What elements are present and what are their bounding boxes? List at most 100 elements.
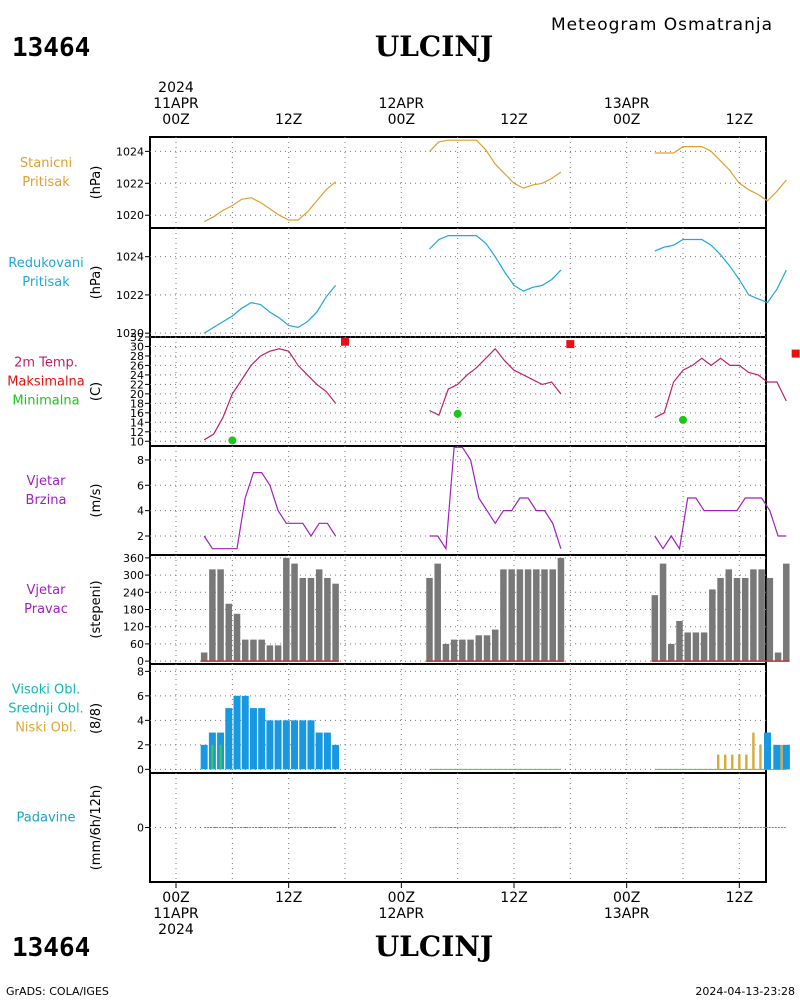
top-time-label: 13APR [604, 96, 650, 112]
cloud-bar-low [724, 754, 727, 770]
y-axis-label: (C) [89, 382, 104, 401]
cloud-bar-low [752, 732, 755, 770]
wind-direction-bar [483, 635, 491, 662]
wind-direction-bar [774, 652, 782, 662]
wind-direction-bar [516, 569, 524, 662]
y-tick-label: 12 [130, 426, 144, 439]
cloud-bar-high [291, 720, 299, 770]
cloud-bar-high [241, 695, 249, 770]
wind-direction-bar [250, 639, 257, 662]
panel-wind_direction: 0 60 120 180 240 300 360 (stepeni) Vjetar Pravac [24, 552, 790, 668]
y-tick-label: 18 [130, 397, 144, 410]
panel-clouds: 0 2 4 6 8 (8/8) Visoki Obl. Srednji Obl. Niski O… [8, 663, 790, 776]
wind-direction-bar [299, 577, 306, 662]
cloud-bar-high [764, 732, 771, 770]
cloud-bar-high [773, 744, 781, 770]
panel-label-line: Minimalna [12, 394, 79, 409]
cloud-bar-high [258, 708, 266, 770]
wind-direction-bar [200, 652, 208, 662]
panel-label-line: Padavine [17, 811, 76, 826]
min-temp-marker [453, 409, 462, 418]
series-line-temperature [203, 348, 337, 441]
y-axis-label: (hPa) [89, 266, 104, 300]
panel-label-line: 2m Temp. [14, 356, 78, 371]
cloud-bar-high [299, 720, 307, 770]
y-tick-label: 1024 [116, 251, 144, 264]
bottom-time-label: 11APR [153, 906, 199, 922]
cloud-bar-high [323, 732, 331, 770]
timestamp: 2024-04-13-23:28 [695, 985, 795, 998]
y-tick-label: 26 [130, 359, 144, 372]
y-tick-label: 360 [123, 552, 144, 565]
wind-direction-bar [549, 569, 556, 662]
cloud-bar-low [745, 754, 748, 770]
cloud-bar-mid [219, 744, 222, 770]
wind-direction-bar [450, 639, 458, 662]
footer: 13464 ULCINJ GrADS: COLA/IGES 2024-04-13… [6, 930, 795, 998]
cloud-bar-high [225, 708, 233, 770]
bottom-time-label: 00Z [613, 890, 640, 906]
panel-label-line: Maksimalna [7, 375, 85, 390]
panel-label-line: Stanicni [20, 156, 72, 171]
cloud-bar-high [274, 720, 282, 770]
station-name-top: ULCINJ [375, 30, 493, 63]
wind-direction-bar [700, 632, 708, 662]
wind-direction-bar [283, 557, 290, 662]
top-time-label: 12Z [726, 112, 753, 128]
y-tick-label: 2 [137, 739, 144, 752]
y-tick-label: 28 [130, 350, 144, 363]
y-tick-label: 20 [130, 388, 144, 401]
y-tick-label: 0 [137, 763, 144, 776]
min-temp-marker [228, 436, 237, 445]
series-line-wind_speed [429, 446, 562, 551]
y-tick-label: 240 [123, 586, 144, 599]
wind-direction-bar [533, 569, 540, 662]
bottom-time-label: 12Z [275, 890, 302, 906]
y-tick-label: 60 [130, 638, 144, 651]
max-temp-marker [791, 349, 800, 358]
wind-direction-bar [467, 639, 474, 662]
y-axis-label: (m/s) [89, 484, 104, 518]
top-time-label: 00Z [162, 112, 189, 128]
y-tick-label: 0 [137, 822, 144, 835]
wind-direction-bar [758, 569, 765, 662]
y-tick-label: 1022 [116, 177, 144, 190]
y-tick-label: 1020 [116, 209, 144, 222]
y-tick-label: 1022 [116, 289, 144, 302]
top-time-label: 12Z [500, 112, 527, 128]
panel-station_pressure: 1020 1022 1024 (hPa) Stanicni Pritisak [20, 136, 787, 229]
series-line-reduced_pressure [654, 238, 787, 304]
y-tick-label: 30 [130, 340, 144, 353]
cloud-bar-mid [211, 744, 214, 770]
top-time-label: 12Z [275, 112, 302, 128]
wind-direction-bar [426, 577, 433, 662]
cloud-bar-low [780, 744, 783, 770]
series-line-station_pressure [203, 181, 336, 223]
panel-label-line: Redukovani [8, 256, 83, 271]
top-time-label: 00Z [613, 112, 640, 128]
wind-direction-bar [659, 563, 667, 662]
product-title: Meteogram Osmatranja [551, 15, 773, 35]
panel-label-line: Visoki Obl. [12, 683, 80, 698]
y-tick-label: 120 [123, 621, 144, 634]
wind-direction-bar [209, 569, 216, 662]
wind-direction-bar [491, 629, 499, 662]
source-credit: GrADS: COLA/IGES [6, 985, 109, 998]
panel-wind_speed: 2 4 6 8 (m/s) Vjetar Brzina [26, 445, 787, 556]
max-temp-marker [566, 340, 575, 349]
wind-direction-bar [315, 569, 323, 662]
y-axis-label: (stepeni) [89, 580, 104, 638]
y-tick-label: 24 [130, 369, 144, 382]
y-tick-label: 180 [123, 604, 144, 617]
panel-label-line: Srednji Obl. [8, 702, 83, 717]
y-tick-label: 2 [137, 530, 144, 543]
y-tick-label: 1024 [116, 145, 144, 158]
wind-direction-bar [783, 563, 790, 662]
y-tick-label: 22 [130, 378, 144, 391]
panel-label-line: Pritisak [22, 275, 70, 290]
panel-label-line: Brzina [26, 493, 67, 508]
wind-direction-bar [258, 639, 265, 662]
wind-direction-bar [717, 577, 724, 662]
